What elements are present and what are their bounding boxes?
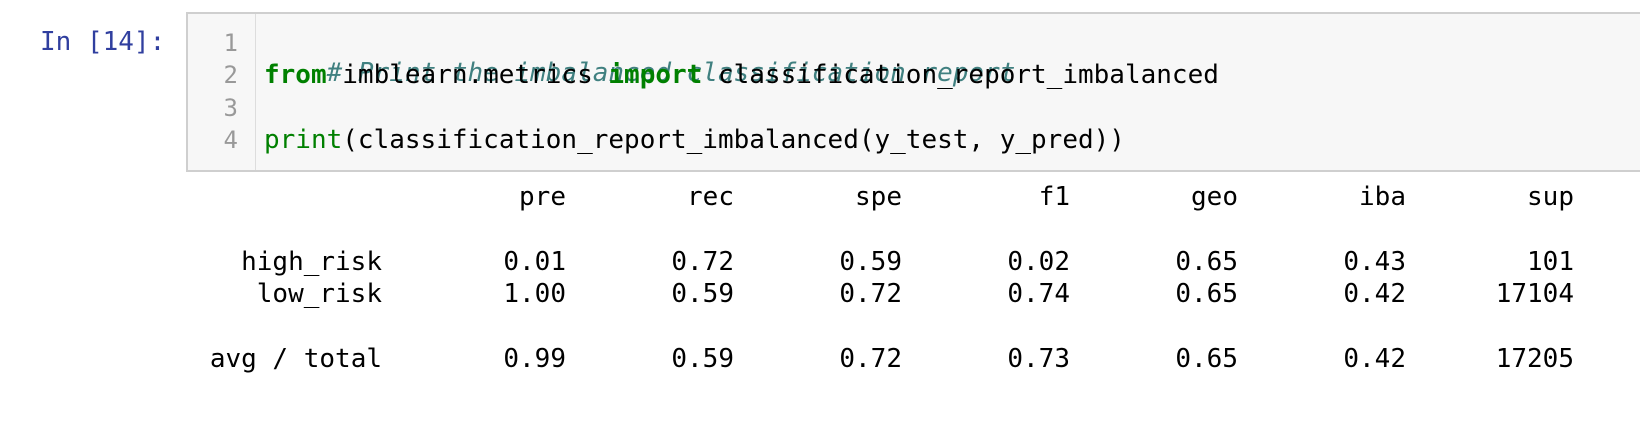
table-cell: 101 bbox=[1527, 247, 1574, 277]
table-cell: 0.01 bbox=[503, 247, 566, 277]
table-cell: 0.65 bbox=[1175, 279, 1238, 309]
header-spe: spe bbox=[855, 182, 902, 212]
row-label-avg-total: avg / total bbox=[209, 344, 382, 374]
header-pre: pre bbox=[519, 182, 566, 212]
code-comment: # Print the imbalanced classification re… bbox=[326, 58, 1016, 88]
table-cell: 0.59 bbox=[671, 344, 734, 374]
code-cell-editor[interactable]: 1 2 3 4 # Print the imbalanced classific… bbox=[186, 12, 1640, 172]
code-line-4: print(classification_report_imbalanced(y… bbox=[264, 125, 1125, 155]
table-cell: 0.73 bbox=[1007, 344, 1070, 374]
table-cell: 0.43 bbox=[1343, 247, 1406, 277]
cell-prompt: In [14]: bbox=[40, 27, 166, 57]
line-number-gutter: 1 2 3 4 bbox=[188, 14, 256, 170]
line-number: 3 bbox=[223, 94, 238, 122]
table-cell: 17205 bbox=[1495, 344, 1574, 374]
table-cell: 17104 bbox=[1495, 279, 1574, 309]
line-number: 1 bbox=[223, 29, 238, 57]
header-iba: iba bbox=[1359, 182, 1406, 212]
table-cell: 0.99 bbox=[503, 344, 566, 374]
row-label-low-risk: low_risk bbox=[256, 279, 382, 309]
module-name: imblearn.metrics bbox=[326, 60, 609, 90]
line-number: 2 bbox=[223, 61, 238, 89]
table-cell: 1.00 bbox=[503, 279, 566, 309]
table-cell: 0.65 bbox=[1175, 344, 1238, 374]
code-line-1: # Print the imbalanced classification re… bbox=[264, 28, 1016, 118]
builtin-print: print bbox=[264, 125, 343, 155]
table-cell: 0.02 bbox=[1007, 247, 1070, 277]
code-line-2: from imblearn.metrics import classificat… bbox=[264, 60, 1219, 90]
table-cell: 0.59 bbox=[839, 247, 902, 277]
keyword-from: from bbox=[264, 60, 327, 90]
table-cell: 0.72 bbox=[839, 279, 902, 309]
table-cell: 0.72 bbox=[839, 344, 902, 374]
header-sup: sup bbox=[1527, 182, 1574, 212]
header-rec: rec bbox=[687, 182, 734, 212]
line-number: 4 bbox=[223, 126, 238, 154]
imported-name: classification_report_imbalanced bbox=[702, 60, 1219, 90]
table-cell: 0.59 bbox=[671, 279, 734, 309]
print-arguments: (classification_report_imbalanced(y_test… bbox=[342, 125, 1125, 155]
keyword-import: import bbox=[608, 60, 703, 90]
header-geo: geo bbox=[1191, 182, 1238, 212]
table-cell: 0.42 bbox=[1343, 344, 1406, 374]
table-cell: 0.72 bbox=[671, 247, 734, 277]
table-cell: 0.65 bbox=[1175, 247, 1238, 277]
table-cell: 0.74 bbox=[1007, 279, 1070, 309]
header-f1: f1 bbox=[1038, 182, 1070, 212]
row-label-high-risk: high_risk bbox=[241, 247, 382, 277]
table-cell: 0.42 bbox=[1343, 279, 1406, 309]
